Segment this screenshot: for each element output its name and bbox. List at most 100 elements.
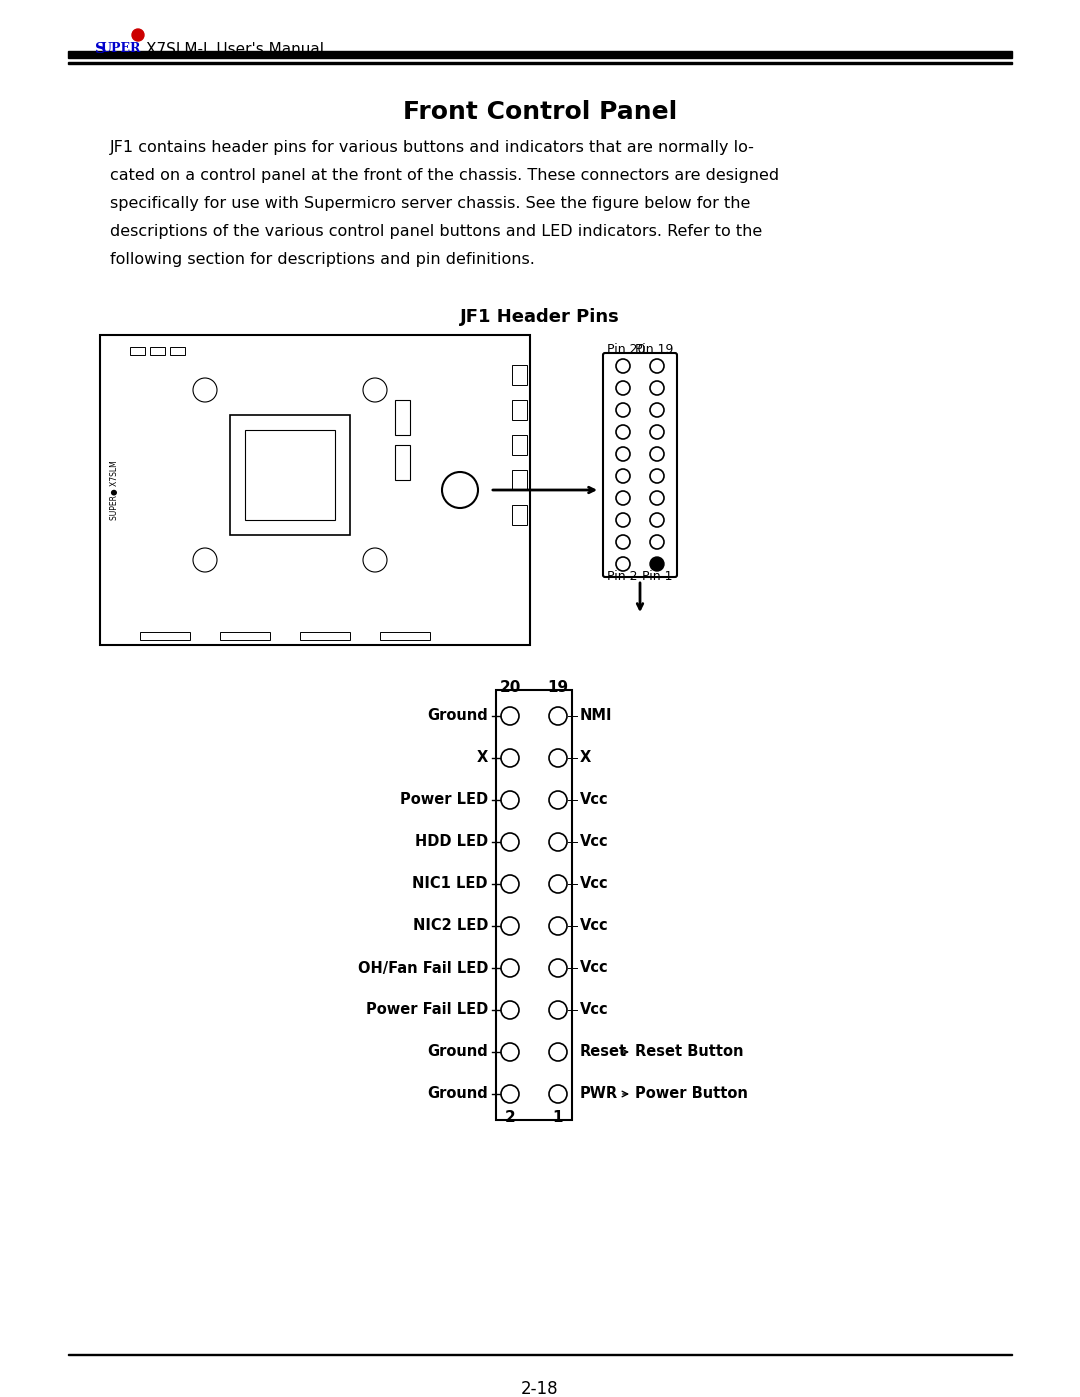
- Text: X: X: [580, 750, 591, 766]
- Bar: [512, 434, 527, 455]
- Text: Power LED: Power LED: [400, 792, 488, 807]
- Text: Vcc: Vcc: [580, 961, 609, 975]
- Text: NIC2 LED: NIC2 LED: [413, 918, 488, 933]
- Text: cated on a control panel at the front of the chassis. These connectors are desig: cated on a control panel at the front of…: [110, 168, 779, 183]
- Text: Vcc: Vcc: [580, 918, 609, 933]
- Circle shape: [650, 535, 664, 549]
- Text: Reset Button: Reset Button: [635, 1045, 743, 1059]
- Circle shape: [650, 381, 664, 395]
- Text: Vcc: Vcc: [580, 792, 609, 807]
- Text: Pin 2: Pin 2: [607, 570, 637, 583]
- Circle shape: [501, 791, 519, 809]
- Text: Vcc: Vcc: [580, 834, 609, 849]
- Bar: [512, 504, 527, 525]
- Circle shape: [501, 749, 519, 767]
- FancyBboxPatch shape: [603, 353, 677, 577]
- Text: S: S: [95, 42, 106, 56]
- Circle shape: [549, 1002, 567, 1018]
- Bar: [380, 631, 430, 640]
- Bar: [512, 365, 527, 386]
- Text: specifically for use with Supermicro server chassis. See the figure below for th: specifically for use with Supermicro ser…: [110, 196, 751, 211]
- Bar: [170, 346, 185, 355]
- Text: NIC1 LED: NIC1 LED: [413, 876, 488, 891]
- Circle shape: [549, 749, 567, 767]
- Text: SUPER● X7SLM: SUPER● X7SLM: [110, 460, 120, 520]
- Bar: [300, 631, 350, 640]
- Circle shape: [616, 402, 630, 416]
- Bar: [220, 631, 270, 640]
- Bar: [140, 631, 190, 640]
- Text: Ground: Ground: [428, 1087, 488, 1101]
- Circle shape: [549, 1085, 567, 1104]
- Text: Power Button: Power Button: [635, 1087, 747, 1101]
- Text: 1: 1: [553, 1111, 564, 1125]
- Text: JF1 contains header pins for various buttons and indicators that are normally lo: JF1 contains header pins for various but…: [110, 140, 755, 155]
- Text: 20: 20: [499, 680, 521, 694]
- Circle shape: [650, 447, 664, 461]
- Circle shape: [616, 447, 630, 461]
- Bar: [512, 469, 527, 490]
- Circle shape: [549, 916, 567, 935]
- Circle shape: [616, 557, 630, 571]
- Bar: [512, 400, 527, 420]
- Text: Pin 19: Pin 19: [635, 344, 673, 356]
- Circle shape: [650, 557, 664, 571]
- Circle shape: [132, 29, 144, 41]
- Circle shape: [549, 958, 567, 977]
- Bar: [68, 61, 1012, 64]
- Text: Pin 1: Pin 1: [643, 570, 673, 583]
- Circle shape: [501, 1085, 519, 1104]
- Circle shape: [501, 833, 519, 851]
- Text: Vcc: Vcc: [580, 876, 609, 891]
- Circle shape: [501, 916, 519, 935]
- Circle shape: [501, 1044, 519, 1060]
- Bar: [496, 690, 572, 1120]
- Bar: [150, 346, 165, 355]
- Bar: [68, 52, 1012, 59]
- Text: Power Fail LED: Power Fail LED: [366, 1003, 488, 1017]
- Text: Vcc: Vcc: [580, 1003, 609, 1017]
- Bar: [230, 415, 350, 535]
- Bar: [395, 400, 410, 434]
- Text: 2: 2: [504, 1111, 515, 1125]
- Circle shape: [650, 513, 664, 527]
- Text: X: X: [476, 750, 488, 766]
- Circle shape: [650, 402, 664, 416]
- Text: X7SLM-L User's Manual: X7SLM-L User's Manual: [146, 42, 324, 57]
- Text: Pin 20: Pin 20: [607, 344, 646, 356]
- Circle shape: [549, 791, 567, 809]
- Bar: [68, 1354, 1012, 1355]
- Text: Ground: Ground: [428, 1045, 488, 1059]
- Circle shape: [501, 875, 519, 893]
- Circle shape: [650, 359, 664, 373]
- Bar: [130, 346, 145, 355]
- Text: OH/Fan Fail LED: OH/Fan Fail LED: [357, 961, 488, 975]
- Bar: [395, 446, 410, 481]
- Circle shape: [549, 1044, 567, 1060]
- Circle shape: [501, 958, 519, 977]
- Text: PWR: PWR: [580, 1087, 618, 1101]
- Circle shape: [616, 535, 630, 549]
- Text: Ground: Ground: [428, 708, 488, 724]
- Text: following section for descriptions and pin definitions.: following section for descriptions and p…: [110, 251, 535, 267]
- Text: NMI: NMI: [580, 708, 612, 724]
- Circle shape: [650, 425, 664, 439]
- Text: Reset: Reset: [580, 1045, 627, 1059]
- Text: UPER: UPER: [102, 42, 141, 54]
- Bar: [100, 335, 530, 645]
- Circle shape: [616, 469, 630, 483]
- Text: 2-18: 2-18: [522, 1380, 558, 1397]
- Circle shape: [549, 833, 567, 851]
- Circle shape: [616, 381, 630, 395]
- Text: JF1 Header Pins: JF1 Header Pins: [460, 307, 620, 326]
- Bar: [245, 430, 335, 520]
- Text: Front Control Panel: Front Control Panel: [403, 101, 677, 124]
- Text: 19: 19: [548, 680, 568, 694]
- Circle shape: [650, 469, 664, 483]
- Circle shape: [650, 490, 664, 504]
- Text: HDD LED: HDD LED: [415, 834, 488, 849]
- Circle shape: [501, 1002, 519, 1018]
- Circle shape: [616, 359, 630, 373]
- Circle shape: [616, 490, 630, 504]
- Circle shape: [549, 707, 567, 725]
